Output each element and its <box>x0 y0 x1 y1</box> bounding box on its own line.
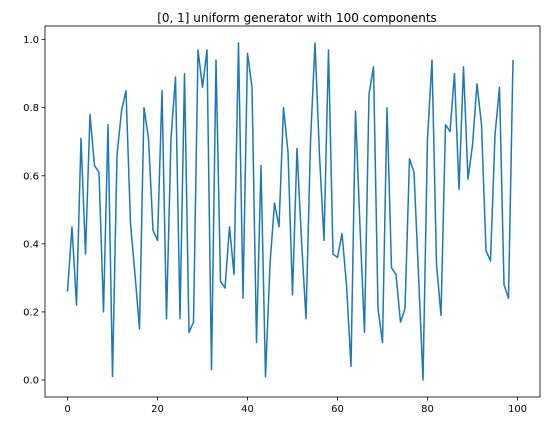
x-tick-label: 20 <box>151 404 164 415</box>
y-tick-label: 0.6 <box>23 171 39 182</box>
x-axis: 0 20 40 60 80 100 <box>64 397 527 415</box>
y-tick-label: 0.8 <box>23 103 39 114</box>
series-line <box>66 42 514 381</box>
chart-title: [0, 1] uniform generator with 100 compon… <box>157 11 437 25</box>
x-tick-label: 100 <box>508 404 527 415</box>
x-tick-label: 0 <box>64 404 70 415</box>
series-layer <box>66 42 514 381</box>
plot-area <box>44 25 541 398</box>
x-tick-label: 60 <box>331 404 344 415</box>
x-tick-label: 40 <box>241 404 254 415</box>
y-tick-label: 0.0 <box>23 375 39 386</box>
y-tick-label: 0.2 <box>23 307 39 318</box>
x-tick-label: 80 <box>421 404 434 415</box>
y-axis: 0.0 0.2 0.4 0.6 0.8 1.0 <box>23 35 45 386</box>
y-tick-label: 0.4 <box>23 239 39 250</box>
y-tick-label: 1.0 <box>23 35 39 46</box>
